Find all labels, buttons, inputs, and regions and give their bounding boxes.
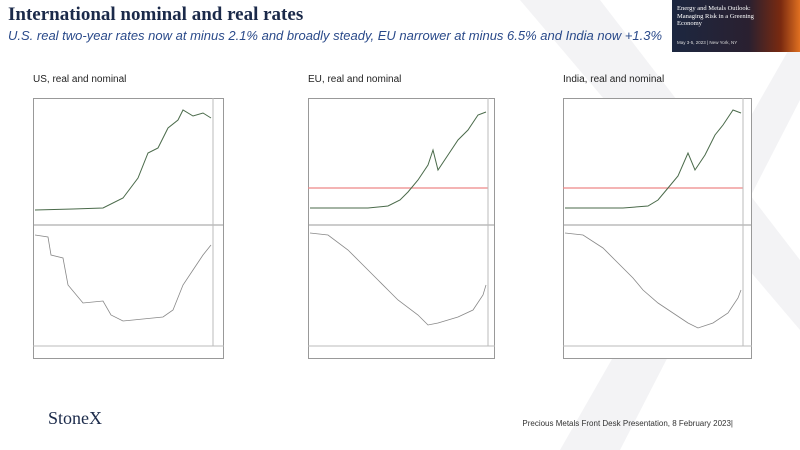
banner-title: Energy and Metals Outlook: Managing Risk… [677,5,754,27]
chart-image [563,98,752,359]
banner-date: May 3-5, 2023 | New York, NY [677,40,738,45]
title: International nominal and real rates [8,4,304,25]
event-banner: Energy and Metals Outlook: Managing Risk… [672,0,800,52]
panel-title: India, real and nominal [563,74,665,85]
panel-title: EU, real and nominal [308,74,402,85]
chart-image [33,98,224,359]
footer-caption: Precious Metals Front Desk Presentation,… [522,419,733,428]
chart-image [308,98,495,359]
panel-title: US, real and nominal [33,74,127,85]
logo: StoneX [48,408,102,428]
subtitle: U.S. real two-year rates now at minus 2.… [8,28,663,43]
